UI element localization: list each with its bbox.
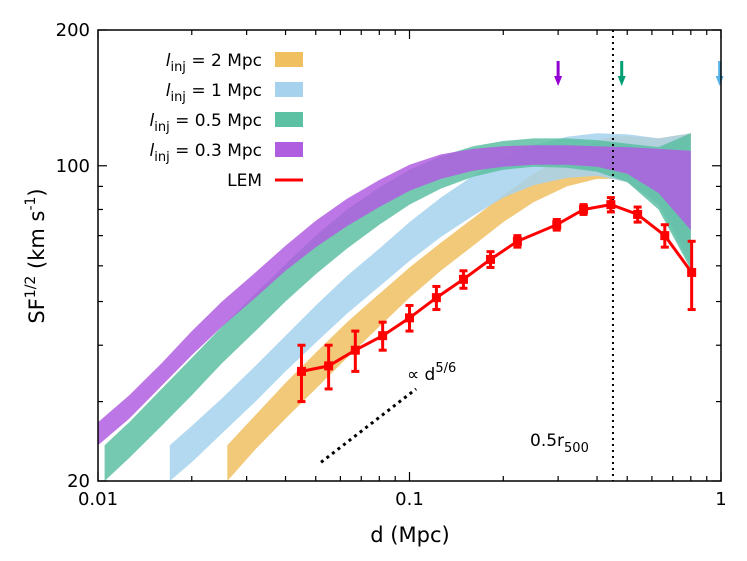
lem-marker xyxy=(296,366,306,376)
lem-marker xyxy=(458,274,468,284)
legend-entry-linj-0-3: linj = 0.3 Mpc xyxy=(150,141,303,165)
lem-marker xyxy=(633,209,643,219)
lem-marker xyxy=(486,254,496,264)
legend-label-linj-1: linj = 1 Mpc xyxy=(166,81,262,105)
lem-data-point xyxy=(633,205,643,224)
lem-data-point xyxy=(324,343,334,391)
lem-data-point xyxy=(405,303,414,333)
series-layer xyxy=(296,196,697,404)
legend-label-linj-0-5-italic: l xyxy=(150,111,155,131)
legend: linj = 2 Mpc linj = 1 Mpc linj = 0.5 Mpc… xyxy=(150,51,303,191)
legend-label-linj-2: linj = 2 Mpc xyxy=(166,51,262,75)
arrow-head xyxy=(554,76,563,86)
lem-data-point xyxy=(687,239,697,312)
y-axis-title-base: SF xyxy=(25,298,49,323)
lem-data-point xyxy=(296,343,306,404)
lem-data-point xyxy=(579,203,589,216)
reference-slope-line xyxy=(320,387,418,464)
lem-marker xyxy=(512,236,522,246)
y-tick-label: 20 xyxy=(67,471,90,492)
x-axis-title: d (Mpc) xyxy=(370,523,449,547)
lem-data-point xyxy=(350,329,360,373)
vline-label-sub: 500 xyxy=(564,441,589,456)
lem-marker xyxy=(405,313,414,323)
lem-marker xyxy=(552,220,562,230)
legend-entry-linj-0-5: linj = 0.5 Mpc xyxy=(150,111,303,135)
band-l-inj-0-3-mpc xyxy=(98,145,691,446)
x-tick-label: 1 xyxy=(715,489,726,510)
lem-marker xyxy=(579,204,589,214)
down-arrow-icon xyxy=(617,61,626,86)
vline-label-base: 0.5r xyxy=(530,431,564,451)
reference-slope-label-base: ∝ d xyxy=(407,365,435,385)
ticks-layer xyxy=(97,29,722,482)
x-tick-label: 0.01 xyxy=(78,489,118,510)
lem-marker xyxy=(324,361,334,371)
lem-marker xyxy=(606,200,616,210)
lem-data-point xyxy=(512,234,522,249)
lem-marker xyxy=(687,267,697,277)
lem-data-point xyxy=(486,250,496,269)
legend-label-lem: LEM xyxy=(227,171,262,191)
legend-swatch-linj-2 xyxy=(275,52,303,67)
legend-swatch-linj-1 xyxy=(275,82,303,97)
y-axis-title-close: ) xyxy=(25,188,49,196)
y-tick-label: 200 xyxy=(56,20,90,41)
vline-label: 0.5r500 xyxy=(530,431,589,456)
y-tick-label: 100 xyxy=(56,156,90,177)
svg-text:SF1/2 (km s-1): SF1/2 (km s-1) xyxy=(23,188,49,323)
reference-slope-label: ∝ d5/6 xyxy=(407,361,456,385)
lem-marker xyxy=(660,231,670,241)
lem-data-point xyxy=(458,269,468,290)
y-axis-title-unit-sup: -1 xyxy=(23,197,39,211)
arrow-head xyxy=(617,76,626,86)
y-axis-title-space xyxy=(25,269,49,276)
reference-slope-label-sup: 5/6 xyxy=(435,361,456,376)
lem-marker xyxy=(350,345,360,355)
legend-swatch-linj-0-3 xyxy=(275,142,303,157)
legend-label-linj-0-5-rest: = 0.5 Mpc xyxy=(170,111,262,131)
legend-label-linj-0-3-italic: l xyxy=(150,141,155,161)
legend-entry-linj-1: linj = 1 Mpc xyxy=(166,81,303,105)
reference-layer xyxy=(320,387,418,464)
lem-marker xyxy=(378,331,388,341)
legend-label-linj-0-5-sub: inj xyxy=(154,120,169,135)
tick-labels: 0.01 0.1 1 20 100 200 xyxy=(56,20,727,510)
legend-label-linj-0-5: linj = 0.5 Mpc xyxy=(150,111,263,135)
y-axis-title: SF1/2 (km s-1) xyxy=(23,188,49,323)
y-axis-title-sup: 1/2 xyxy=(23,276,39,299)
bands-layer xyxy=(98,133,691,481)
lem-data-point xyxy=(660,223,670,249)
legend-label-linj-2-sub: inj xyxy=(170,60,185,75)
arrows-layer xyxy=(554,61,724,86)
legend-label-linj-1-rest: = 1 Mpc xyxy=(186,81,262,101)
legend-label-linj-1-sub: inj xyxy=(170,90,185,105)
legend-entry-linj-2: linj = 2 Mpc xyxy=(166,51,303,75)
legend-entry-lem: LEM xyxy=(227,171,303,191)
down-arrow-icon xyxy=(554,61,563,86)
lem-data-point xyxy=(431,284,441,312)
x-tick-label: 0.1 xyxy=(395,489,424,510)
y-axis-title-unit: (km s xyxy=(25,211,49,269)
legend-label-linj-0-3-sub: inj xyxy=(154,150,169,165)
legend-swatch-linj-0-5 xyxy=(275,112,303,127)
legend-label-linj-0-3: linj = 0.3 Mpc xyxy=(150,141,263,165)
lem-data-point xyxy=(552,218,562,232)
lem-data-point xyxy=(378,320,388,352)
legend-label-linj-1-italic: l xyxy=(166,81,171,101)
legend-label-linj-2-rest: = 2 Mpc xyxy=(186,51,262,71)
legend-label-linj-0-3-rest: = 0.3 Mpc xyxy=(170,141,262,161)
legend-label-linj-2-italic: l xyxy=(166,51,171,71)
lem-marker xyxy=(431,293,441,303)
lem-data-point xyxy=(606,196,616,214)
